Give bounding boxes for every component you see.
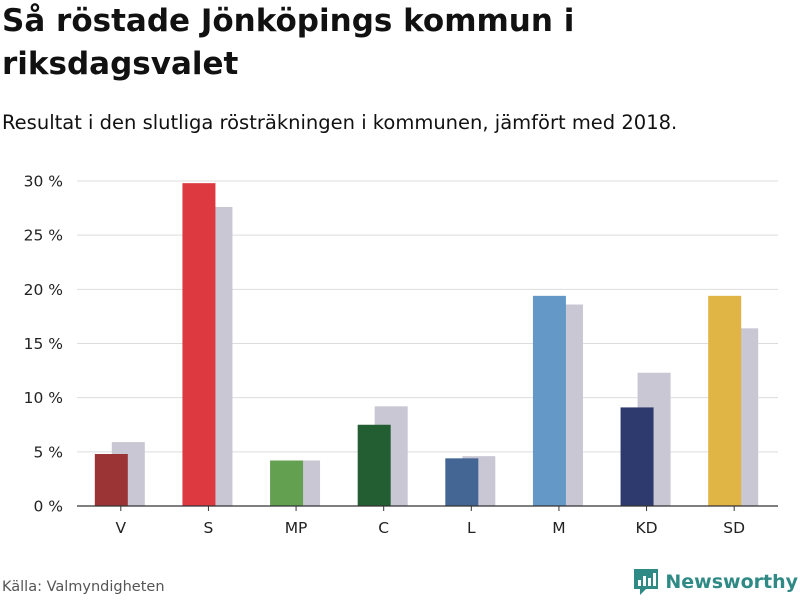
x-tick-label-KD: KD	[636, 519, 658, 537]
y-tick-label: 0 %	[33, 498, 63, 516]
bar-2022-C	[357, 424, 391, 506]
y-tick-label: 15 %	[24, 335, 63, 353]
chart-title: Så röstade Jönköpings kommun i riksdagsv…	[2, 3, 575, 82]
y-tick-label: 20 %	[24, 281, 63, 299]
x-axis-ticks: V S MP C L M KD SD	[116, 506, 745, 537]
y-tick-label: 25 %	[24, 227, 63, 245]
bar-2022-L	[445, 458, 479, 506]
x-tick-label-SD: SD	[723, 519, 745, 537]
x-tick-label-L: L	[467, 519, 476, 537]
bar-2022-S	[182, 183, 216, 506]
x-tick-label-V: V	[116, 519, 127, 537]
y-tick-label: 30 %	[24, 173, 63, 191]
bar-2022-V	[94, 454, 128, 506]
chart-subtitle: Resultat i den slutliga rösträkningen i …	[2, 111, 678, 134]
x-tick-label-MP: MP	[285, 519, 308, 537]
brand-name: Newsworthy	[665, 571, 798, 593]
x-tick-label-M: M	[552, 519, 565, 537]
grid-lines	[77, 180, 778, 453]
y-tick-label: 5 %	[33, 443, 63, 461]
bar-2022-KD	[620, 407, 654, 506]
brand-logo[interactable]: Newsworthy	[633, 567, 798, 597]
bar-2022-M	[532, 295, 566, 506]
bars	[94, 183, 759, 506]
source-note: Källa: Valmyndigheten	[2, 579, 165, 595]
y-tick-label: 10 %	[24, 389, 63, 407]
y-axis-ticks: 0 % 5 % 10 % 15 % 20 % 25 % 30 %	[24, 173, 63, 516]
x-tick-label-S: S	[204, 519, 214, 537]
newsworthy-logo-icon	[634, 569, 659, 595]
x-tick-label-C: C	[378, 519, 389, 537]
bar-2022-MP	[270, 460, 304, 506]
bar-2022-SD	[708, 295, 742, 506]
